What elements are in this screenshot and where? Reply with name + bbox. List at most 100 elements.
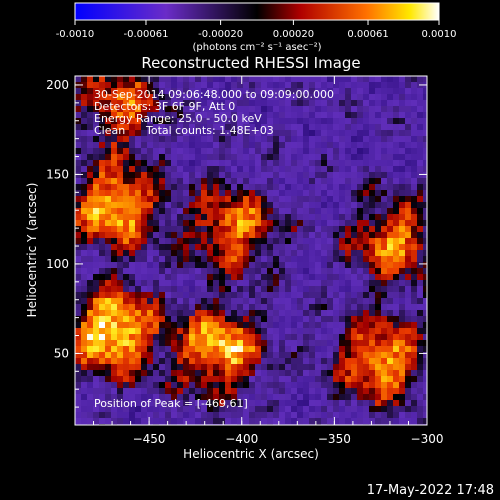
- heatmap-cell: [111, 106, 118, 113]
- heatmap-cell: [357, 202, 364, 209]
- heatmap-cell: [369, 412, 376, 419]
- heatmap-cell: [99, 172, 106, 179]
- heatmap-cell: [123, 340, 130, 347]
- heatmap-cell: [399, 250, 406, 257]
- heatmap-cell: [99, 166, 106, 173]
- heatmap-cell: [195, 310, 202, 317]
- heatmap-cell: [171, 244, 178, 251]
- heatmap-cell: [357, 376, 364, 383]
- heatmap-cell: [99, 82, 106, 89]
- heatmap-cell: [129, 148, 136, 155]
- heatmap-cell: [297, 316, 304, 323]
- heatmap-cell: [381, 400, 388, 407]
- heatmap-cell: [213, 226, 220, 233]
- heatmap-cell: [297, 370, 304, 377]
- heatmap-cell: [375, 346, 382, 353]
- heatmap-cell: [309, 148, 316, 155]
- heatmap-cell: [93, 298, 100, 305]
- heatmap-cell: [405, 100, 412, 107]
- heatmap-cell: [195, 268, 202, 275]
- heatmap-cell: [381, 388, 388, 395]
- heatmap-cell: [405, 202, 412, 209]
- heatmap-cell: [87, 250, 94, 257]
- heatmap-cell: [369, 112, 376, 119]
- heatmap-cell: [393, 178, 400, 185]
- heatmap-cell: [225, 406, 232, 413]
- heatmap-cell: [219, 280, 226, 287]
- heatmap-cell: [291, 94, 298, 101]
- heatmap-cell: [273, 304, 280, 311]
- heatmap-cell: [195, 412, 202, 419]
- heatmap-cell: [183, 232, 190, 239]
- heatmap-cell: [165, 400, 172, 407]
- heatmap-cell: [129, 268, 136, 275]
- heatmap-cell: [417, 304, 424, 311]
- heatmap-cell: [417, 316, 424, 323]
- heatmap-cell: [111, 190, 118, 197]
- heatmap-cell: [417, 106, 424, 113]
- heatmap-cell: [285, 208, 292, 215]
- heatmap-cell: [315, 322, 322, 329]
- heatmap-cell: [399, 148, 406, 155]
- heatmap-cell: [399, 232, 406, 239]
- heatmap-cell: [405, 136, 412, 143]
- heatmap-cell: [153, 250, 160, 257]
- heatmap-cell: [345, 412, 352, 419]
- heatmap-cell: [279, 268, 286, 275]
- heatmap-cell: [321, 148, 328, 155]
- heatmap-cell: [411, 178, 418, 185]
- heatmap-cell: [297, 196, 304, 203]
- heatmap-cell: [291, 406, 298, 413]
- heatmap-cell: [99, 130, 106, 137]
- heatmap-cell: [363, 322, 370, 329]
- heatmap-cell: [405, 172, 412, 179]
- heatmap-cell: [177, 340, 184, 347]
- heatmap-cell: [117, 172, 124, 179]
- heatmap-cell: [159, 364, 166, 371]
- heatmap-cell: [189, 262, 196, 269]
- heatmap-cell: [225, 208, 232, 215]
- heatmap-cell: [111, 352, 118, 359]
- heatmap-cell: [387, 112, 394, 119]
- heatmap-cell: [141, 340, 148, 347]
- heatmap-cell: [135, 340, 142, 347]
- heatmap-cell: [183, 280, 190, 287]
- heatmap-cell: [195, 100, 202, 107]
- heatmap-cell: [135, 286, 142, 293]
- heatmap-cell: [195, 376, 202, 383]
- heatmap-cell: [153, 124, 160, 131]
- heatmap-cell: [135, 358, 142, 365]
- heatmap-cell: [87, 232, 94, 239]
- heatmap-cell: [393, 172, 400, 179]
- heatmap-cell: [255, 322, 262, 329]
- heatmap-cell: [321, 184, 328, 191]
- heatmap-cell: [411, 352, 418, 359]
- heatmap-cell: [339, 334, 346, 341]
- heatmap-cell: [405, 304, 412, 311]
- heatmap-cell: [165, 256, 172, 263]
- heatmap-cell: [315, 376, 322, 383]
- heatmap-cell: [87, 256, 94, 263]
- heatmap-cell: [123, 148, 130, 155]
- heatmap-cell: [285, 334, 292, 341]
- heatmap-cell: [153, 88, 160, 95]
- heatmap-cell: [309, 412, 316, 419]
- heatmap-cell: [219, 244, 226, 251]
- heatmap-cell: [327, 112, 334, 119]
- heatmap-cell: [135, 76, 142, 83]
- heatmap-cell: [351, 100, 358, 107]
- heatmap-cell: [159, 310, 166, 317]
- heatmap-cell: [339, 322, 346, 329]
- heatmap-cell: [99, 244, 106, 251]
- heatmap-cell: [93, 166, 100, 173]
- heatmap-cell: [303, 388, 310, 395]
- heatmap-cell: [159, 286, 166, 293]
- heatmap-cell: [291, 196, 298, 203]
- heatmap-cell: [237, 322, 244, 329]
- heatmap-cell: [417, 298, 424, 305]
- heatmap-cell: [369, 166, 376, 173]
- heatmap-cell: [285, 220, 292, 227]
- heatmap-cell: [225, 202, 232, 209]
- heatmap-cell: [105, 274, 112, 281]
- heatmap-cell: [291, 172, 298, 179]
